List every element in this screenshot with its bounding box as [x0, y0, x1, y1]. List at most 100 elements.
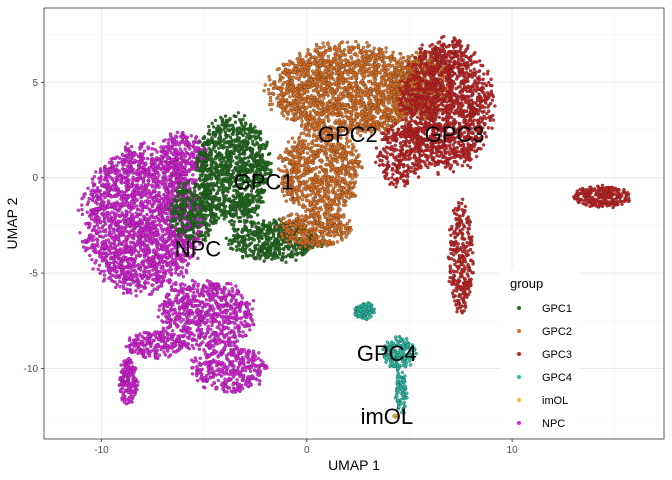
- data-point: [210, 282, 214, 287]
- data-point: [141, 340, 145, 344]
- data-point: [151, 262, 155, 266]
- data-point: [228, 315, 232, 320]
- data-point: [159, 162, 164, 166]
- data-point: [158, 269, 162, 274]
- data-point: [140, 334, 144, 339]
- data-point: [129, 161, 133, 165]
- data-point: [134, 243, 138, 247]
- data-point: [117, 276, 122, 280]
- data-point: [221, 189, 226, 193]
- data-point: [118, 214, 122, 218]
- data-point: [121, 174, 125, 179]
- data-point: [192, 360, 196, 364]
- data-point: [144, 217, 148, 221]
- data-point: [157, 353, 162, 357]
- data-point: [229, 307, 233, 311]
- data-point: [86, 186, 90, 190]
- data-point: [131, 202, 136, 206]
- data-point: [152, 195, 157, 200]
- data-point: [160, 158, 164, 162]
- data-point: [172, 319, 177, 324]
- data-point: [169, 175, 174, 179]
- data-point: [137, 162, 141, 166]
- data-point: [223, 197, 228, 201]
- data-point: [168, 264, 173, 268]
- data-point: [244, 122, 248, 126]
- data-point: [214, 140, 219, 144]
- data-point: [206, 324, 211, 328]
- data-point: [242, 114, 247, 118]
- data-point: [121, 270, 125, 275]
- data-point: [195, 146, 199, 150]
- data-point: [223, 162, 228, 166]
- data-point: [195, 164, 200, 168]
- data-point: [134, 283, 139, 288]
- data-point: [90, 258, 94, 262]
- data-point: [89, 211, 93, 215]
- data-point: [104, 233, 108, 238]
- data-point: [159, 226, 163, 231]
- data-point: [140, 241, 144, 245]
- data-point: [118, 377, 122, 382]
- data-point: [231, 329, 235, 334]
- data-point: [214, 168, 218, 172]
- data-point: [215, 338, 220, 342]
- data-point: [116, 265, 120, 270]
- data-point: [248, 328, 252, 332]
- data-point: [193, 356, 197, 360]
- data-point: [215, 314, 219, 318]
- data-point: [241, 330, 245, 334]
- data-point: [105, 211, 109, 215]
- data-point: [116, 190, 121, 194]
- data-point: [163, 138, 167, 142]
- data-point: [124, 256, 128, 260]
- data-point: [133, 269, 137, 273]
- data-point: [103, 168, 107, 172]
- data-point: [181, 274, 186, 279]
- data-point: [203, 386, 207, 390]
- data-point: [152, 287, 156, 291]
- data-point: [162, 247, 166, 251]
- data-point: [204, 310, 209, 315]
- data-point: [258, 195, 262, 199]
- data-point: [129, 151, 133, 155]
- data-point: [226, 190, 230, 194]
- data-point: [168, 298, 172, 302]
- data-point: [112, 235, 116, 239]
- data-point: [124, 198, 129, 202]
- data-point: [227, 197, 231, 201]
- data-point: [159, 224, 163, 228]
- data-point: [181, 318, 186, 322]
- data-point: [239, 156, 243, 161]
- data-point: [247, 302, 252, 306]
- data-point: [91, 188, 95, 192]
- data-point: [136, 183, 140, 187]
- data-point: [165, 215, 169, 220]
- data-point: [163, 340, 167, 345]
- data-point: [192, 283, 196, 287]
- data-point: [124, 211, 129, 215]
- data-point: [139, 156, 143, 160]
- data-point: [113, 255, 118, 259]
- data-point: [134, 233, 138, 237]
- data-point: [157, 308, 161, 312]
- data-point: [200, 372, 204, 376]
- data-point: [217, 367, 221, 371]
- data-point: [151, 141, 155, 146]
- data-point: [237, 153, 241, 157]
- data-point: [119, 381, 124, 386]
- data-point: [131, 221, 136, 225]
- data-point: [128, 240, 133, 244]
- data-point: [172, 142, 176, 146]
- data-point: [234, 309, 238, 313]
- data-point: [139, 351, 143, 355]
- data-point: [90, 228, 94, 233]
- data-point: [132, 152, 136, 156]
- data-point: [144, 347, 148, 351]
- data-point: [202, 179, 206, 184]
- data-point: [165, 333, 170, 337]
- data-point: [151, 199, 156, 203]
- data-point: [113, 171, 117, 175]
- data-point: [160, 284, 164, 288]
- data-point: [211, 125, 216, 129]
